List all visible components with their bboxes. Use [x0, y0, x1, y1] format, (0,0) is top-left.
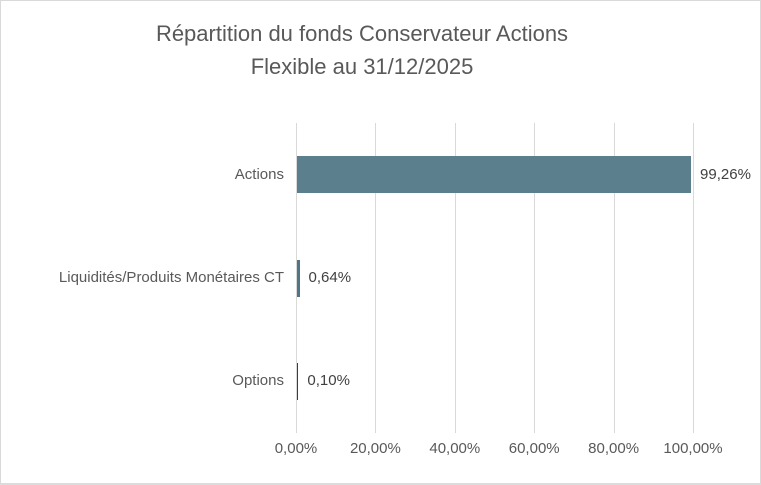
- gridline: [693, 123, 694, 433]
- bar: [297, 156, 692, 194]
- bar: [297, 259, 300, 297]
- gridline: [613, 123, 615, 433]
- x-tick-label: 20,00%: [349, 440, 401, 457]
- category-label: Options: [232, 372, 284, 390]
- x-tick-label: 0,00%: [274, 440, 318, 457]
- value-label: 0,64%: [308, 269, 352, 286]
- value-label: 99,26%: [700, 165, 751, 183]
- chart-title: Répartition du fonds Conservateur Action…: [1, 17, 723, 83]
- bar: [297, 362, 299, 400]
- x-tick-label: 40,00%: [429, 440, 481, 457]
- x-tick-label: 80,00%: [588, 440, 640, 457]
- chart-title-line-1: Répartition du fonds Conservateur Action…: [155, 21, 569, 46]
- x-tick-label: 60,00%: [508, 440, 560, 457]
- category-label: Liquidités/Produits Monétaires CT: [58, 269, 284, 286]
- category-label: Actions: [234, 165, 284, 183]
- value-label: 0,10%: [307, 372, 350, 390]
- gridline: [375, 123, 377, 433]
- gridline: [296, 123, 297, 433]
- gridline: [454, 123, 456, 433]
- gridline: [534, 123, 536, 433]
- chart-title-line-2: Flexible au 31/12/2025: [250, 54, 474, 79]
- x-tick-label: 100,00%: [663, 440, 723, 457]
